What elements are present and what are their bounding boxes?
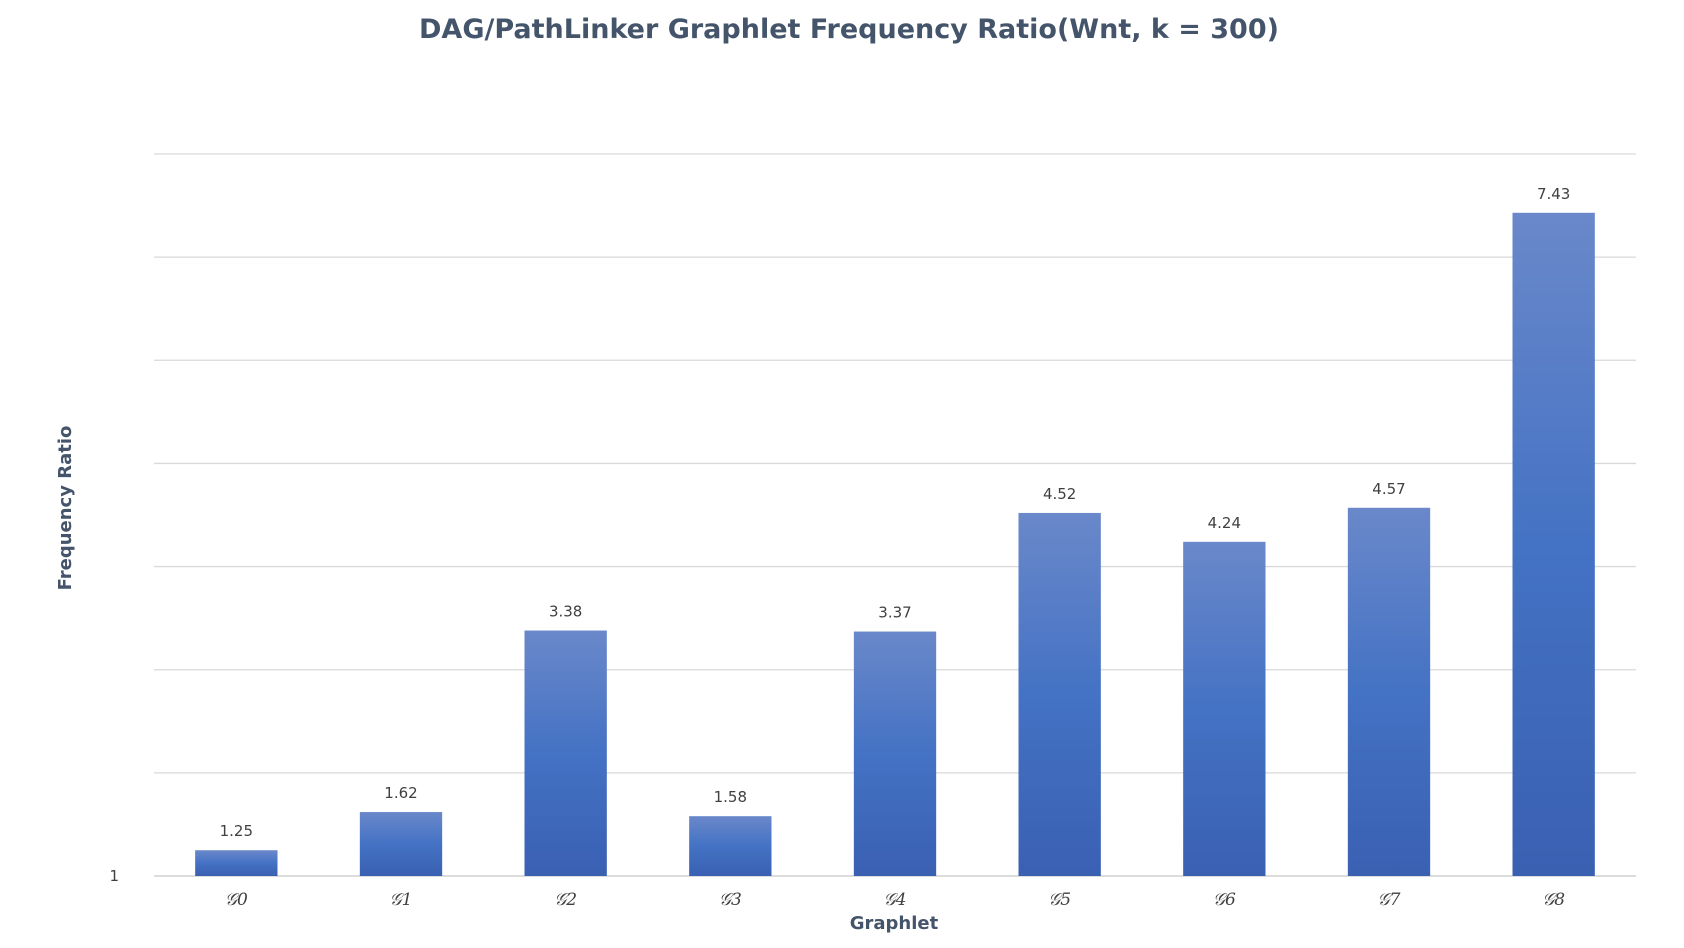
bar xyxy=(689,816,772,876)
bar xyxy=(1183,541,1266,876)
bar xyxy=(524,630,607,876)
category-label: 𝒢1 xyxy=(390,890,413,910)
bar xyxy=(359,812,443,876)
data-labels: 1.25 1.62 3.38 1.58 3.37 4.52 4.24 4.57 7.43 xyxy=(220,185,1571,840)
bar xyxy=(1018,512,1101,876)
bar xyxy=(1512,212,1595,876)
category-label: 𝒢7 xyxy=(1378,890,1401,910)
y-tick-labels: 1 xyxy=(109,867,119,885)
data-label: 1.58 xyxy=(714,788,747,806)
data-label: 7.43 xyxy=(1537,185,1570,203)
category-label: 𝒢5 xyxy=(1048,890,1071,910)
data-label: 4.24 xyxy=(1208,514,1241,532)
category-label: 𝒢6 xyxy=(1213,890,1236,910)
category-label: 𝒢8 xyxy=(1542,890,1565,910)
bars xyxy=(195,212,1595,876)
data-label: 1.62 xyxy=(384,784,417,802)
chart-title: DAG/PathLinker Graphlet Frequency Ratio(… xyxy=(419,14,1279,45)
category-label: 𝒢0 xyxy=(225,890,248,910)
y-axis-title: Frequency Ratio xyxy=(55,426,76,591)
category-label: 𝒢4 xyxy=(884,890,907,910)
x-axis-title: Graphlet xyxy=(850,913,939,934)
data-label: 3.37 xyxy=(878,604,911,622)
y-tick-label: 1 xyxy=(109,867,119,885)
category-labels: 𝒢0 𝒢1 𝒢2 𝒢3 𝒢4 𝒢5 𝒢6 𝒢7 𝒢8 xyxy=(225,890,1565,910)
data-label: 3.38 xyxy=(549,603,582,621)
category-label: 𝒢3 xyxy=(719,890,742,910)
bar xyxy=(853,631,937,876)
category-label: 𝒢2 xyxy=(554,890,577,910)
data-label: 4.57 xyxy=(1372,480,1405,498)
data-label: 4.52 xyxy=(1043,485,1076,503)
bar xyxy=(195,850,278,876)
bar xyxy=(1347,507,1431,876)
data-label: 1.25 xyxy=(220,822,253,840)
